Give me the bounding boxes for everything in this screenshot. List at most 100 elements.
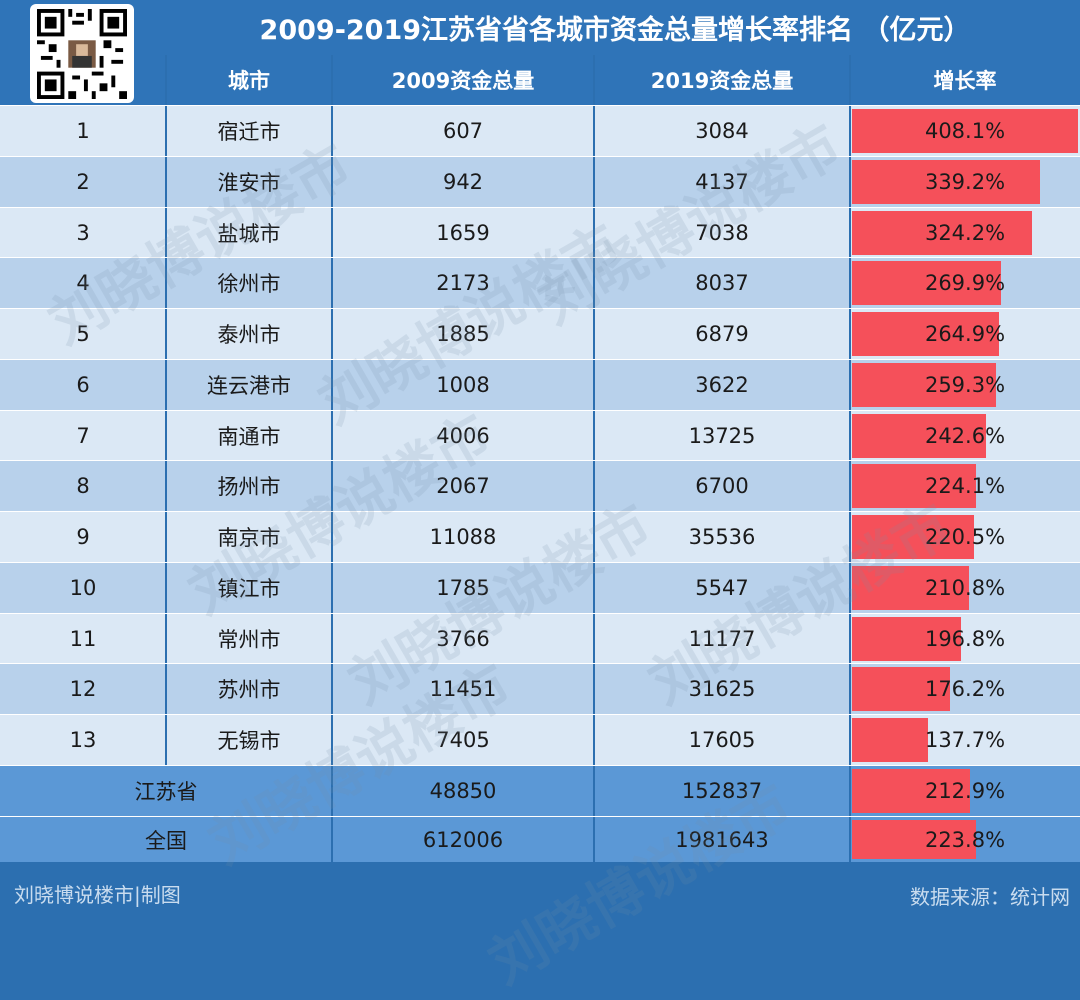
value-2019-cell: 5547 [695, 576, 749, 600]
growth-rate-bar [852, 515, 975, 559]
growth-rate-bar [852, 718, 929, 762]
column-divider [593, 766, 595, 816]
growth-rate-bar [852, 312, 999, 356]
column-divider [331, 106, 333, 156]
qr-code-image [30, 4, 134, 103]
growth-rate-bar [852, 464, 977, 508]
column-divider [331, 309, 333, 359]
column-divider [331, 208, 333, 258]
growth-rate-bar [852, 160, 1040, 204]
table-row: 3 盐城市 1659 7038 324.2% [0, 207, 1080, 258]
column-divider [165, 106, 167, 156]
value-2009-cell: 607 [442, 119, 484, 143]
column-divider [849, 817, 851, 862]
column-header: 2009资金总量 [391, 69, 535, 93]
table-row: 11 常州市 3766 11177 196.8% [0, 613, 1080, 664]
table-row: 8 扬州市 2067 6700 224.1% [0, 460, 1080, 511]
column-divider [331, 563, 333, 613]
column-divider [165, 664, 167, 714]
column-divider [593, 512, 595, 562]
value-2009-cell: 4006 [436, 424, 490, 448]
column-divider [593, 360, 595, 410]
column-divider [593, 715, 595, 765]
value-2009-cell: 11088 [429, 525, 497, 549]
total-label-cell: 全国 [145, 828, 187, 853]
growth-rate-label: 176.2% [924, 677, 1006, 701]
table-row: 9 南京市 11088 35536 220.5% [0, 511, 1080, 562]
column-divider [849, 309, 851, 359]
growth-rate-bar [852, 769, 970, 813]
column-divider [593, 614, 595, 664]
column-divider [331, 614, 333, 664]
column-divider [849, 55, 851, 105]
chart-title: 2009-2019江苏省省各城市资金总量增长率排名 （亿元） [259, 15, 971, 46]
city-cell: 常州市 [217, 628, 281, 652]
column-divider [165, 614, 167, 664]
column-divider [165, 309, 167, 359]
footer: 刘晓博说楼市|制图 数据来源：统计网 [0, 865, 1080, 926]
column-divider [331, 766, 333, 816]
total-row: 江苏省 48850 152837 212.9% [0, 765, 1080, 816]
column-divider [849, 208, 851, 258]
column-divider [331, 512, 333, 562]
growth-rate-label: 212.9% [924, 779, 1006, 803]
column-divider [849, 157, 851, 207]
column-divider [593, 664, 595, 714]
chart-title-band: 2009-2019江苏省省各城市资金总量增长率排名 （亿元） [0, 0, 1080, 55]
column-divider [165, 411, 167, 461]
column-divider [165, 715, 167, 765]
value-2019-cell: 152837 [681, 779, 763, 803]
column-divider [331, 461, 333, 511]
growth-rate-bar [852, 363, 996, 407]
city-cell: 南京市 [217, 526, 281, 550]
column-divider [849, 258, 851, 308]
value-2019-cell: 3084 [695, 119, 749, 143]
total-row: 全国 612006 1981643 223.8% [0, 816, 1080, 862]
column-divider [849, 411, 851, 461]
growth-rate-bar [852, 109, 1078, 153]
growth-rate-label: 224.1% [924, 474, 1006, 498]
rank-cell: 6 [76, 373, 90, 397]
growth-rate-bar [852, 261, 1002, 305]
city-cell: 宿迁市 [217, 120, 281, 144]
value-2019-cell: 35536 [688, 525, 756, 549]
rank-cell: 3 [76, 221, 90, 245]
column-divider [593, 106, 595, 156]
rank-cell: 10 [69, 576, 97, 600]
growth-rate-label: 264.9% [924, 322, 1006, 346]
value-2019-cell: 6879 [695, 322, 749, 346]
column-divider [593, 563, 595, 613]
rank-cell: 11 [69, 627, 97, 651]
city-cell: 徐州市 [217, 272, 281, 296]
city-cell: 南通市 [217, 425, 281, 449]
rank-cell: 4 [76, 271, 90, 295]
growth-rate-label: 408.1% [924, 119, 1006, 143]
city-cell: 扬州市 [217, 475, 281, 499]
growth-rate-label: 223.8% [924, 827, 1006, 852]
column-divider [593, 461, 595, 511]
growth-rate-label: 196.8% [924, 627, 1006, 651]
column-divider [331, 55, 333, 105]
total-label-cell: 江苏省 [134, 780, 198, 804]
value-2009-cell: 612006 [422, 827, 504, 852]
table-row: 1 宿迁市 607 3084 408.1% [0, 105, 1080, 156]
value-2019-cell: 11177 [688, 627, 756, 651]
value-2019-cell: 7038 [695, 221, 749, 245]
column-divider [331, 360, 333, 410]
rank-cell: 12 [69, 677, 97, 701]
column-header: 2019资金总量 [650, 69, 794, 93]
value-2009-cell: 2067 [436, 474, 490, 498]
value-2009-cell: 3766 [436, 627, 490, 651]
column-divider [331, 715, 333, 765]
value-2019-cell: 1981643 [675, 827, 769, 852]
growth-rate-bar [852, 820, 976, 859]
footer-source: 数据来源：统计网 [910, 885, 1070, 909]
column-divider [331, 664, 333, 714]
column-divider [331, 817, 333, 862]
column-divider [165, 157, 167, 207]
column-divider [849, 461, 851, 511]
value-2019-cell: 13725 [688, 424, 756, 448]
footer-credit: 刘晓博说楼市|制图 [14, 883, 181, 907]
table-header-row: 城市 2009资金总量 2019资金总量 增长率 [0, 55, 1080, 105]
table-row: 10 镇江市 1785 5547 210.8% [0, 562, 1080, 613]
